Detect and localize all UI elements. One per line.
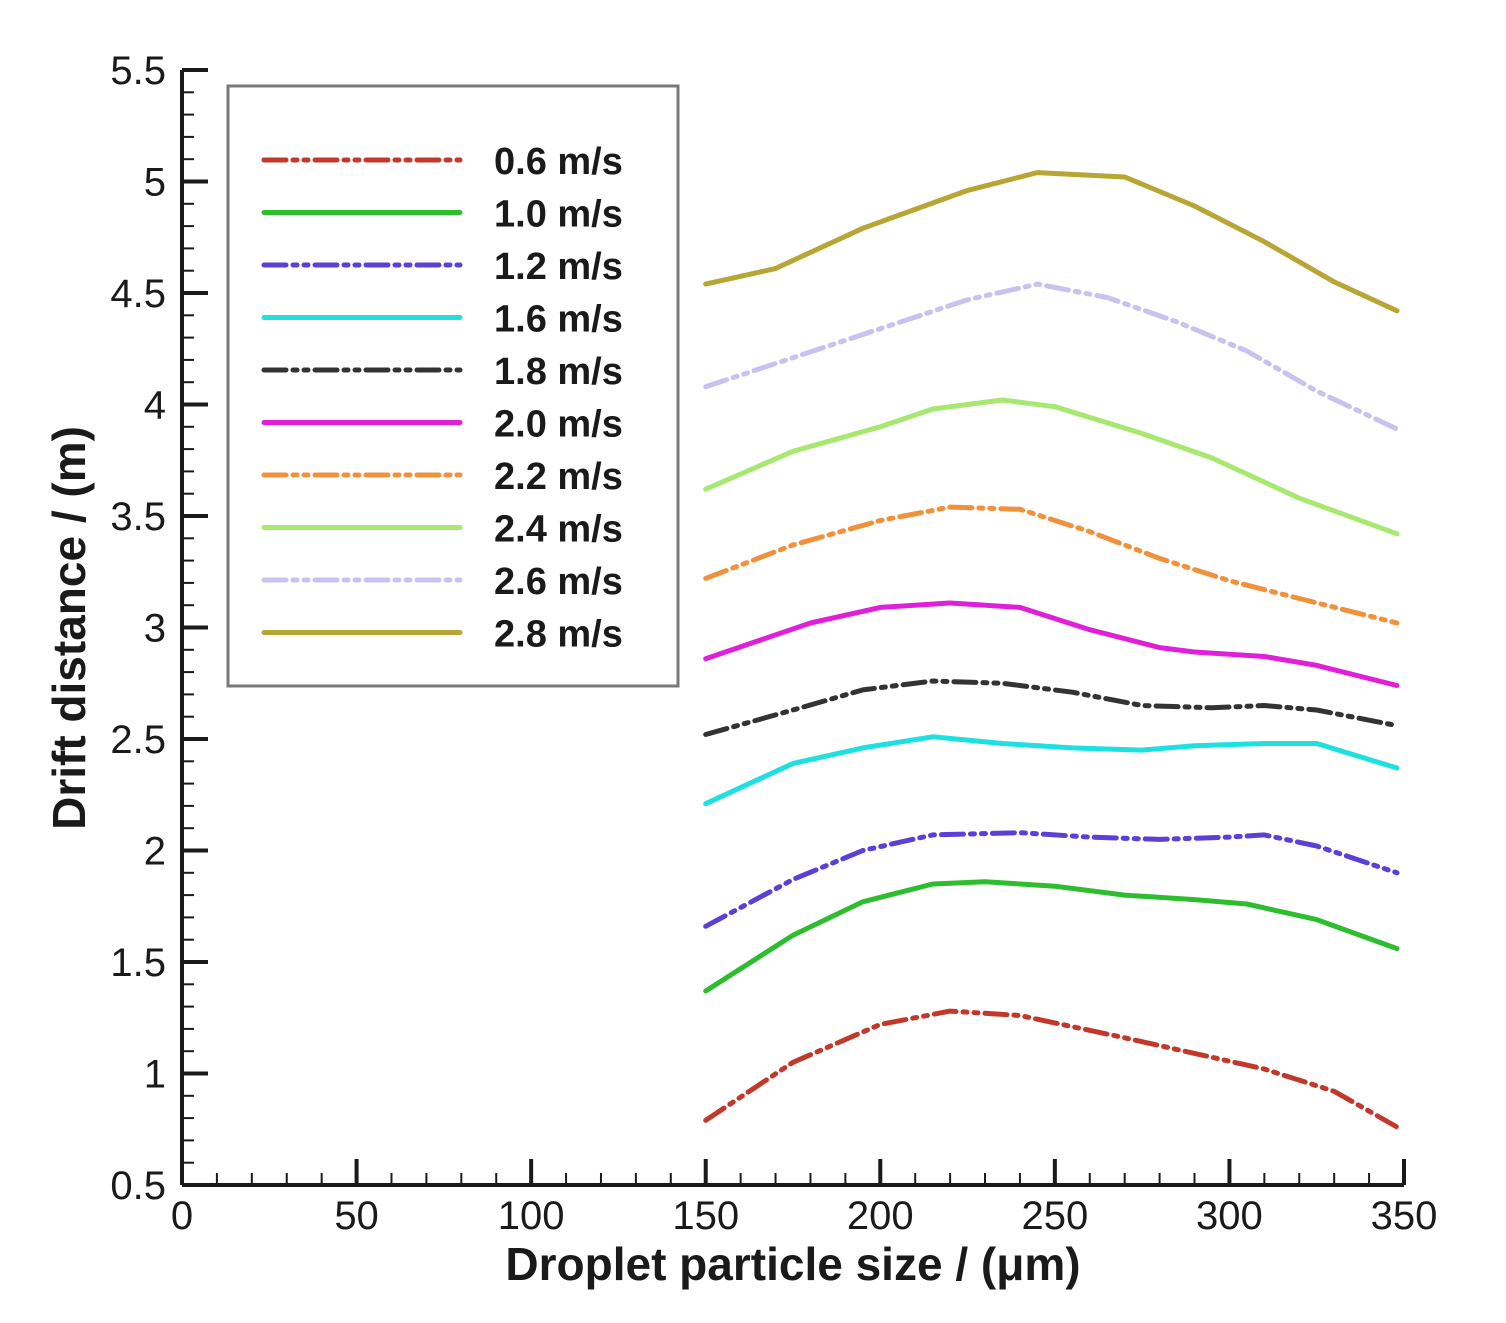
y-tick-label: 2 bbox=[144, 830, 166, 874]
legend-label: 2.4 m/s bbox=[494, 509, 623, 551]
axes: 0 50 100 150 200 250 300 350 0.5 1 1.5 2 2.5 3 3.5 4 4.5… bbox=[110, 49, 1437, 1238]
legend-label: 0.6 m/s bbox=[494, 141, 623, 183]
series-line-24 bbox=[703, 397, 1400, 537]
legend-label: 1.6 m/s bbox=[494, 299, 623, 341]
y-tick-label: 3 bbox=[144, 607, 166, 651]
x-tick-label: 350 bbox=[1371, 1194, 1438, 1238]
series-line-22 bbox=[703, 504, 1400, 626]
legend-label: 2.2 m/s bbox=[494, 456, 623, 498]
legend-label: 2.8 m/s bbox=[494, 614, 623, 656]
series-line-18 bbox=[703, 678, 1400, 737]
plot-series bbox=[703, 170, 1400, 1130]
x-tick-label: 0 bbox=[171, 1194, 193, 1238]
y-tick-label: 1.5 bbox=[110, 941, 166, 985]
legend-label: 2.6 m/s bbox=[494, 561, 623, 603]
y-tick-label: 1 bbox=[144, 1053, 166, 1097]
x-tick-label: 200 bbox=[847, 1194, 914, 1238]
series-line-16 bbox=[703, 734, 1400, 807]
legend: 0.6 m/s 1.0 m/s 1.2 m/s 1.6 m/s 1.8 m/s 2.0 m… bbox=[226, 84, 680, 688]
y-tick-label: 3.5 bbox=[110, 495, 166, 539]
x-tick-label: 250 bbox=[1021, 1194, 1088, 1238]
series-line-12 bbox=[703, 830, 1400, 929]
legend-label: 2.0 m/s bbox=[494, 404, 623, 446]
x-tick-label: 100 bbox=[498, 1194, 565, 1238]
x-tick-label: 50 bbox=[334, 1194, 379, 1238]
series-line-06 bbox=[703, 1008, 1400, 1130]
legend-label: 1.2 m/s bbox=[494, 246, 623, 288]
series-line-20 bbox=[703, 600, 1400, 688]
y-axis-title: Drift distance / (m) bbox=[43, 426, 95, 830]
series-line-28 bbox=[703, 170, 1400, 314]
series-line-10 bbox=[703, 879, 1400, 994]
y-tick-label: 5 bbox=[144, 161, 166, 205]
y-tick-label: 4.5 bbox=[110, 272, 166, 316]
x-tick-label: 150 bbox=[672, 1194, 739, 1238]
legend-box bbox=[226, 84, 680, 688]
y-tick-label: 5.5 bbox=[110, 49, 166, 93]
x-axis-title: Droplet particle size / (μm) bbox=[505, 1238, 1080, 1290]
x-tick-label: 300 bbox=[1196, 1194, 1263, 1238]
y-tick-label: 2.5 bbox=[110, 718, 166, 762]
legend-label: 1.8 m/s bbox=[494, 351, 623, 393]
y-tick-label: 0.5 bbox=[110, 1164, 166, 1208]
y-tick-label: 4 bbox=[144, 384, 166, 428]
legend-label: 1.0 m/s bbox=[494, 194, 623, 236]
